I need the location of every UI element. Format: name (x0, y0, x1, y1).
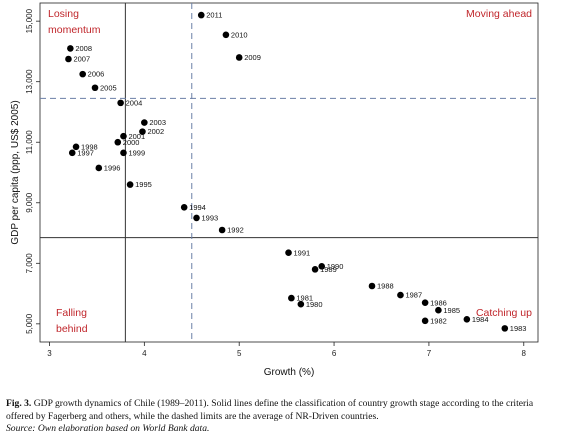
x-tick-label: 6 (332, 349, 337, 358)
point-label: 2006 (88, 70, 105, 79)
data-point (311, 266, 319, 273)
data-point (67, 45, 74, 52)
data-point (318, 263, 326, 270)
y-axis-label: GDP per capita (ppp, US$ 2005) (10, 100, 21, 244)
y-tick-label: 9,000 (25, 192, 34, 213)
data-point (79, 70, 86, 78)
data-points: 2011 2010 2009 2008 2007 2006 2005 2004 20032002… (65, 11, 526, 333)
data-point (285, 249, 292, 257)
figure-caption: Fig. 3. GDP growth dynamics of Chile (19… (6, 398, 556, 436)
plot-frame (39, 2, 539, 343)
point-label: 1994 (189, 203, 206, 212)
quadrant-labels: Losing momentum Moving ahead Falling behind C… (48, 8, 532, 335)
figure-label: Fig. 3. (6, 398, 32, 409)
point-label: 2001 (128, 132, 145, 141)
data-point (114, 138, 122, 146)
data-point (91, 84, 99, 92)
point-label: 2009 (244, 53, 261, 62)
y-tick-label: 13,000 (25, 69, 34, 94)
point-label: 1992 (227, 226, 244, 235)
point-label: 2004 (126, 98, 143, 107)
x-tick-label: 3 (47, 349, 52, 358)
x-tick-label: 8 (522, 349, 527, 358)
reference-lines (40, 3, 538, 342)
data-point (120, 132, 127, 140)
point-label: 1989 (320, 265, 337, 274)
data-point (397, 291, 404, 299)
y-tick-label: 7,000 (25, 253, 34, 274)
y-axis-ticks: 5,000 7,000 9,000 11,000 13,000 15,000 (25, 8, 40, 334)
point-label: 2000 (123, 138, 140, 147)
y-tick-label: 15,000 (25, 8, 34, 33)
data-point (120, 149, 127, 157)
point-label: 1985 (443, 306, 460, 315)
data-point (139, 128, 146, 135)
quadrant-label-losing-momentum: Losing (48, 8, 79, 20)
data-point (95, 164, 103, 172)
point-label: 1986 (430, 298, 447, 307)
quadrant-label-catching-up: Catching up (476, 307, 532, 319)
data-point (126, 181, 134, 188)
point-label: 2010 (231, 30, 248, 39)
point-label: 2003 (149, 118, 166, 127)
data-point (501, 325, 509, 332)
quadrant-label-losing-momentum: momentum (48, 24, 101, 36)
point-label: 1999 (128, 148, 145, 157)
point-label: 1998 (81, 142, 98, 151)
y-tick-label: 5,000 (25, 313, 34, 334)
point-label: 2008 (75, 44, 92, 53)
x-axis-ticks: 3 4 5 6 7 8 (47, 342, 527, 358)
point-label: 1988 (377, 282, 394, 291)
point-label: 1983 (510, 324, 527, 333)
data-point (117, 99, 124, 107)
data-point (435, 306, 442, 314)
point-label: 1984 (472, 315, 489, 324)
data-point (65, 55, 72, 63)
data-point (421, 317, 429, 325)
data-point (368, 282, 376, 290)
data-point (297, 300, 305, 308)
point-label: 1980 (306, 300, 323, 309)
point-label: 1987 (405, 291, 422, 300)
quadrant-label-falling-behind: behind (56, 323, 88, 335)
caption-source: Source: Own elaboration based on World B… (6, 423, 210, 434)
data-point (218, 226, 226, 234)
x-tick-label: 5 (237, 349, 242, 358)
data-point (421, 299, 429, 306)
point-label: 2007 (73, 55, 90, 64)
data-point (235, 54, 243, 61)
point-label: 1991 (294, 248, 311, 257)
quadrant-label-moving-ahead: Moving ahead (466, 8, 532, 20)
data-point (197, 11, 205, 19)
data-point (288, 294, 295, 302)
x-axis-label: Growth (%) (264, 367, 315, 378)
data-point (141, 119, 148, 126)
x-tick-label: 4 (142, 349, 147, 358)
point-label: 1997 (77, 148, 94, 157)
data-point (463, 315, 471, 323)
point-label: 1981 (296, 294, 313, 303)
point-label: 1995 (135, 180, 152, 189)
point-label: 2011 (206, 11, 222, 20)
point-label: 1982 (430, 316, 447, 325)
data-point (72, 143, 80, 151)
scatter-chart: 3 4 5 6 7 8 5,000 7,000 9,000 11,000 13,000 15,000… (10, 2, 539, 378)
point-label: 1993 (202, 214, 219, 223)
point-label: 1990 (327, 262, 344, 271)
x-tick-label: 7 (427, 349, 432, 358)
data-point (68, 149, 76, 157)
quadrant-label-falling-behind: Falling (56, 307, 87, 319)
point-label: 2002 (147, 127, 164, 136)
point-label: 2005 (100, 83, 117, 92)
y-tick-label: 11,000 (25, 130, 34, 154)
data-point (180, 204, 188, 211)
data-point (193, 214, 200, 222)
caption-text: GDP growth dynamics of Chile (1989–2011)… (6, 398, 534, 422)
point-label: 1996 (104, 164, 121, 173)
data-point (222, 31, 230, 39)
